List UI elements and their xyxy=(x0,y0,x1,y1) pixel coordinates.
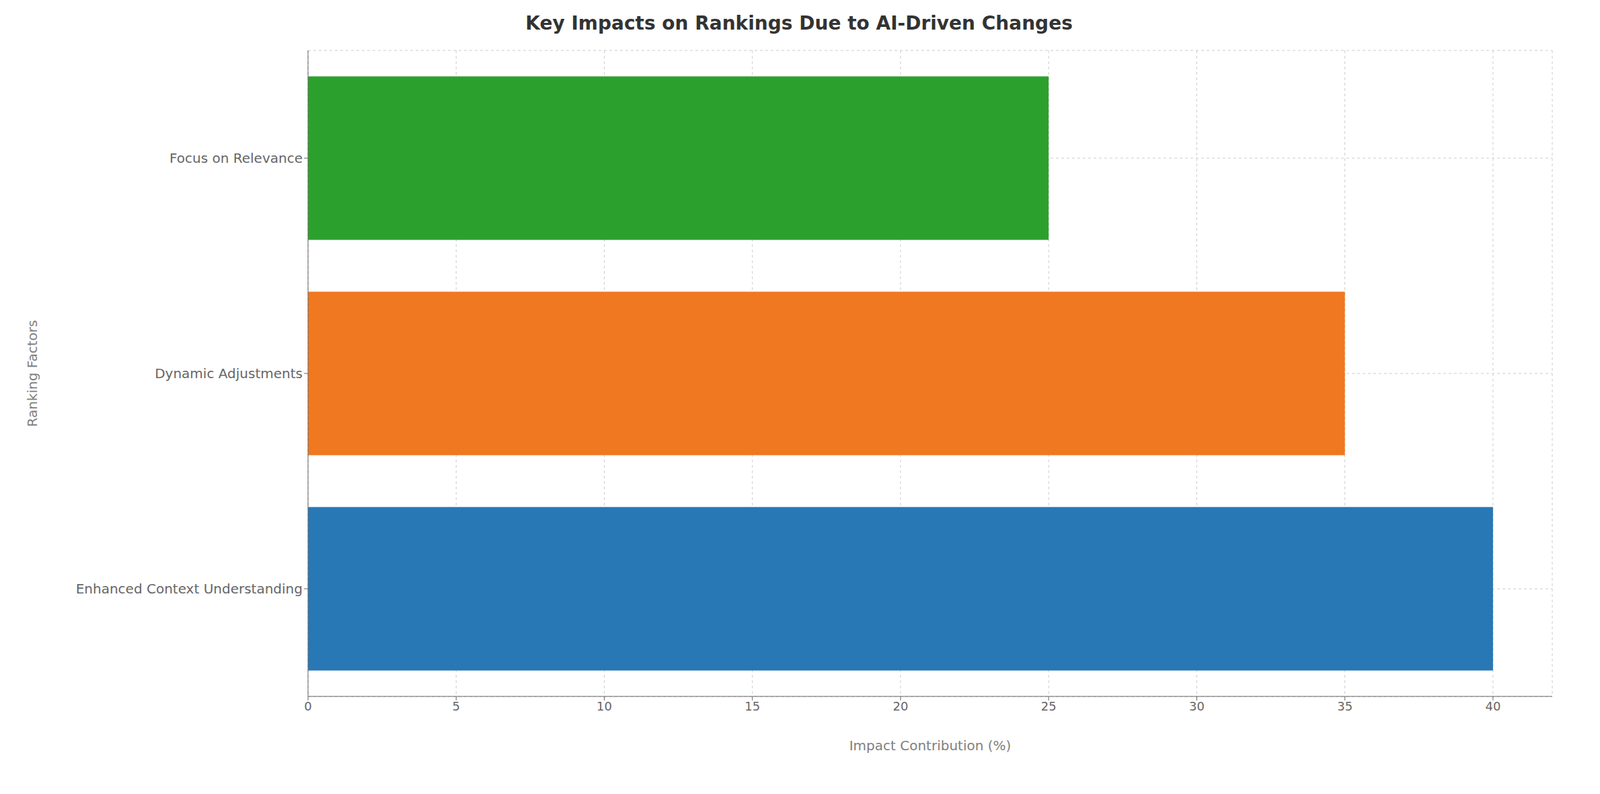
svg-text:Ranking Factors: Ranking Factors xyxy=(24,320,41,428)
svg-text:Dynamic Adjustments: Dynamic Adjustments xyxy=(154,365,303,382)
svg-text:15: 15 xyxy=(744,698,760,713)
svg-text:35: 35 xyxy=(1337,698,1353,713)
svg-text:0: 0 xyxy=(303,698,312,713)
svg-text:Enhanced Context Understanding: Enhanced Context Understanding xyxy=(75,580,303,597)
svg-text:30: 30 xyxy=(1189,698,1205,713)
svg-text:Focus on Relevance: Focus on Relevance xyxy=(169,149,303,167)
svg-text:5: 5 xyxy=(452,698,461,713)
svg-text:10: 10 xyxy=(596,698,613,713)
svg-text:20: 20 xyxy=(892,698,908,713)
svg-text:25: 25 xyxy=(1041,698,1057,713)
html-text:Key Impacts on Rankings Due to: Key Impacts on Rankings Due to AI-Driven… xyxy=(525,12,1073,35)
svg-text:40: 40 xyxy=(1484,698,1501,713)
svg-text:Impact Contribution (%): Impact Contribution (%) xyxy=(849,737,1012,754)
